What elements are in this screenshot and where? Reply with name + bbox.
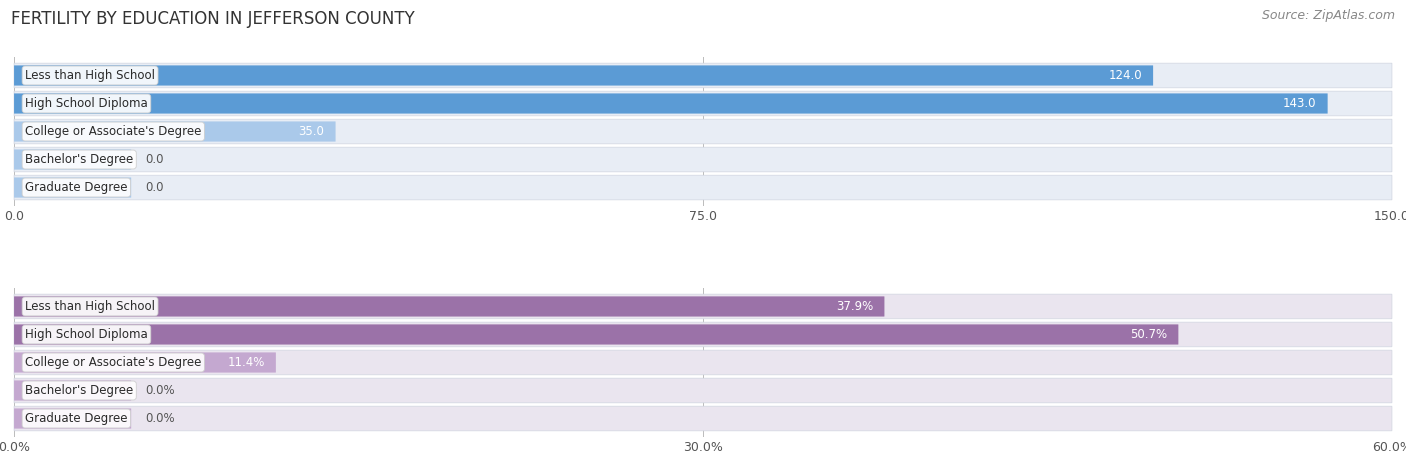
- FancyBboxPatch shape: [14, 119, 1392, 144]
- Text: Graduate Degree: Graduate Degree: [25, 181, 128, 194]
- Text: College or Associate's Degree: College or Associate's Degree: [25, 125, 201, 138]
- FancyBboxPatch shape: [14, 66, 1153, 86]
- Text: 50.7%: 50.7%: [1130, 328, 1167, 341]
- Text: 0.0: 0.0: [145, 153, 163, 166]
- Text: 143.0: 143.0: [1284, 97, 1316, 110]
- FancyBboxPatch shape: [14, 296, 884, 316]
- FancyBboxPatch shape: [14, 350, 1392, 375]
- Text: 11.4%: 11.4%: [228, 356, 264, 369]
- FancyBboxPatch shape: [14, 175, 1392, 200]
- FancyBboxPatch shape: [14, 63, 1392, 88]
- FancyBboxPatch shape: [14, 122, 336, 142]
- Text: Graduate Degree: Graduate Degree: [25, 412, 128, 425]
- FancyBboxPatch shape: [14, 408, 131, 428]
- FancyBboxPatch shape: [14, 91, 1392, 116]
- Text: 0.0: 0.0: [145, 181, 163, 194]
- Text: High School Diploma: High School Diploma: [25, 328, 148, 341]
- FancyBboxPatch shape: [14, 150, 131, 170]
- FancyBboxPatch shape: [14, 322, 1392, 347]
- FancyBboxPatch shape: [14, 94, 1327, 114]
- Text: 37.9%: 37.9%: [837, 300, 873, 313]
- Text: FERTILITY BY EDUCATION IN JEFFERSON COUNTY: FERTILITY BY EDUCATION IN JEFFERSON COUN…: [11, 10, 415, 28]
- Text: High School Diploma: High School Diploma: [25, 97, 148, 110]
- FancyBboxPatch shape: [14, 406, 1392, 431]
- Text: 0.0%: 0.0%: [145, 412, 174, 425]
- Text: College or Associate's Degree: College or Associate's Degree: [25, 356, 201, 369]
- Text: 0.0%: 0.0%: [145, 384, 174, 397]
- Text: 124.0: 124.0: [1108, 69, 1142, 82]
- Text: Bachelor's Degree: Bachelor's Degree: [25, 153, 134, 166]
- FancyBboxPatch shape: [14, 352, 276, 372]
- FancyBboxPatch shape: [14, 378, 1392, 403]
- Text: 35.0: 35.0: [298, 125, 325, 138]
- Text: Source: ZipAtlas.com: Source: ZipAtlas.com: [1261, 10, 1395, 22]
- FancyBboxPatch shape: [14, 147, 1392, 172]
- FancyBboxPatch shape: [14, 324, 1178, 344]
- Text: Less than High School: Less than High School: [25, 300, 155, 313]
- FancyBboxPatch shape: [14, 380, 131, 400]
- Text: Less than High School: Less than High School: [25, 69, 155, 82]
- FancyBboxPatch shape: [14, 178, 131, 198]
- Text: Bachelor's Degree: Bachelor's Degree: [25, 384, 134, 397]
- FancyBboxPatch shape: [14, 294, 1392, 319]
